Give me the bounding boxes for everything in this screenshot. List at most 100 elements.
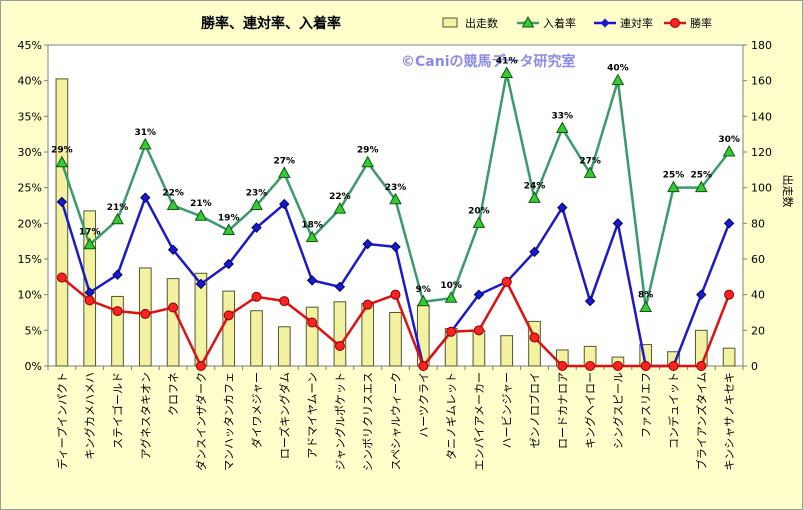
- point-marker: [583, 166, 597, 178]
- bar-runs: [111, 295, 124, 367]
- legend-label: 連対率: [620, 16, 653, 30]
- point-marker: [444, 291, 458, 303]
- point-marker: [334, 341, 345, 352]
- chart-title: 勝率、連対率、入着率: [201, 15, 341, 32]
- y-left-tick-label: 15%: [18, 253, 42, 266]
- point-marker: [222, 223, 236, 235]
- point-marker: [279, 296, 290, 307]
- point-marker: [640, 361, 651, 371]
- y-right-tick-label: 100: [751, 182, 772, 195]
- y-left-tick-label: 35%: [18, 110, 42, 123]
- y-left-tick-label: 0%: [25, 360, 42, 373]
- point-marker: [446, 326, 457, 337]
- point-marker: [168, 302, 179, 313]
- bar-runs: [222, 290, 236, 367]
- point-marker: [250, 198, 263, 210]
- point-marker: [277, 166, 291, 178]
- point-marker: [55, 155, 69, 168]
- point-marker: [111, 212, 124, 225]
- point-marker: [557, 202, 568, 213]
- point-marker: [166, 198, 180, 210]
- point-marker: [251, 291, 262, 302]
- point-marker: [389, 192, 402, 205]
- y-right-tick-label: 120: [751, 146, 772, 159]
- bar-runs: [333, 301, 347, 367]
- point-marker: [555, 121, 569, 133]
- bar-runs: [472, 329, 486, 367]
- watermark: ©Caniの競馬データ研究室: [401, 53, 576, 70]
- axes: 0% 5% 10% 15% 20% 25% 30% 35% 40% 45% 0 20 40 60 80 100…: [18, 39, 772, 471]
- x-category-label: ブライアンズタイム: [694, 372, 708, 470]
- x-category-label: シンボリクリスエス: [362, 372, 375, 471]
- point-marker: [334, 281, 346, 293]
- point-marker: [418, 361, 429, 371]
- bar-runs: [694, 329, 708, 367]
- data-label: 40%: [607, 64, 629, 74]
- x-category-label: ファスリエフ: [640, 372, 653, 438]
- bar-runs: [277, 326, 291, 367]
- legend-label: 入着率: [543, 16, 576, 30]
- y-left-tick-label: 45%: [18, 39, 42, 52]
- bar-runs: [55, 78, 69, 367]
- y-right-tick-label: 140: [751, 110, 772, 123]
- point-marker: [194, 209, 208, 221]
- point-marker: [56, 272, 67, 283]
- data-label: 17%: [79, 228, 101, 238]
- x-category-label: ジャングルポケット: [333, 372, 347, 470]
- data-label: 33%: [552, 111, 574, 121]
- legend-label: 出走数: [465, 16, 498, 30]
- point-marker: [362, 238, 373, 250]
- y-right-tick-label: 60: [751, 253, 765, 266]
- point-marker: [305, 230, 319, 243]
- data-label: 9%: [416, 285, 431, 295]
- point-marker: [696, 289, 707, 300]
- data-label: 22%: [162, 189, 184, 199]
- lines: 29% 17% 21% 31% 22% 21% 19% 23% 27% 18% 22% 29% 23% 9…: [51, 57, 740, 372]
- x-category-label: キングヘイロー: [583, 372, 597, 449]
- point-marker: [724, 289, 735, 300]
- point-marker: [140, 308, 151, 319]
- y-right-tick-label: 0: [751, 360, 758, 373]
- data-label: 18%: [301, 221, 323, 231]
- data-label: 31%: [135, 128, 157, 138]
- point-marker: [585, 361, 596, 371]
- x-category-label: コンデュイット: [667, 372, 681, 449]
- bar-runs: [250, 310, 263, 367]
- bar-runs: [305, 306, 319, 367]
- point-marker: [56, 196, 68, 208]
- x-category-label: キングカメハメハ: [83, 372, 97, 460]
- x-category-label: アグネスタキオン: [138, 372, 152, 459]
- point-marker: [390, 289, 401, 300]
- point-marker: [361, 155, 375, 168]
- bar-runs: [722, 347, 736, 367]
- point-marker: [279, 198, 290, 210]
- point-marker: [528, 191, 541, 203]
- data-label: 30%: [718, 135, 740, 145]
- data-label: 23%: [385, 183, 407, 193]
- x-category-label: ステイゴールド: [111, 372, 125, 449]
- point-marker: [390, 241, 401, 253]
- y-right-label: 出走数: [781, 175, 795, 208]
- point-marker: [333, 202, 347, 214]
- x-category-label: タニノギムレット: [445, 372, 458, 460]
- point-marker: [694, 180, 708, 193]
- point-marker: [223, 258, 234, 270]
- point-marker: [138, 137, 152, 150]
- y-right-tick-label: 80: [751, 217, 765, 230]
- x-category-label: エンパイアメーカー: [473, 372, 486, 470]
- x-category-label: ゼンノロブロイ: [528, 372, 542, 448]
- data-label: 21%: [107, 203, 129, 213]
- bar-runs: [500, 335, 514, 367]
- point-marker: [723, 218, 735, 229]
- y-left-tick-label: 40%: [18, 75, 42, 88]
- x-category-label: ハーツクライ: [417, 372, 430, 438]
- y-right-tick-label: 180: [751, 39, 772, 52]
- point-marker: [223, 310, 234, 321]
- point-marker: [557, 361, 568, 371]
- y-right-tick-label: 40: [751, 289, 765, 302]
- point-marker: [696, 361, 707, 371]
- x-category-label: ダイワメジャー: [250, 372, 264, 448]
- data-label: 21%: [190, 199, 212, 209]
- legend-marker: [521, 15, 535, 28]
